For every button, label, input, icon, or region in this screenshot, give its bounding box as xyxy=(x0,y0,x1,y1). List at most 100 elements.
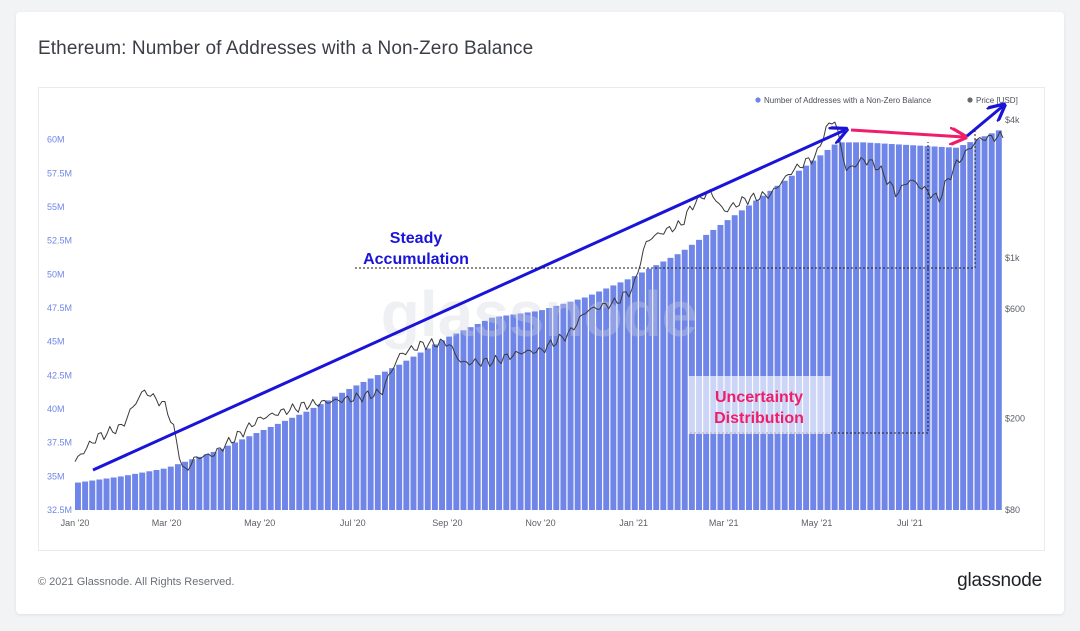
address-bar xyxy=(860,142,867,511)
address-bar xyxy=(339,392,346,510)
address-bar xyxy=(995,130,1002,511)
address-bar xyxy=(781,180,788,510)
glassnode-logo: glassnode xyxy=(957,570,1042,591)
x-tick-label: Jul '21 xyxy=(897,518,923,528)
address-bar xyxy=(260,429,267,510)
address-bar xyxy=(253,433,260,510)
address-bar xyxy=(667,257,674,510)
address-bar xyxy=(617,282,624,510)
address-bar xyxy=(310,407,317,510)
address-bar xyxy=(282,420,288,510)
left-tick-label: 55M xyxy=(47,202,65,212)
address-bar xyxy=(189,459,196,510)
address-bar xyxy=(403,360,410,510)
address-bar xyxy=(246,436,253,510)
address-bar xyxy=(289,417,296,510)
left-tick-label: 60M xyxy=(47,135,65,145)
address-bar xyxy=(881,143,888,510)
left-tick-label: 42.5M xyxy=(47,370,72,380)
address-bar xyxy=(381,371,388,510)
address-bar xyxy=(588,294,595,510)
address-bar xyxy=(89,480,96,510)
annotation-overlays xyxy=(92,106,1003,472)
address-bar xyxy=(924,146,931,510)
left-tick-label: 47.5M xyxy=(47,303,72,313)
address-bar xyxy=(239,439,246,510)
left-tick-label: 52.5M xyxy=(47,236,72,246)
address-bar xyxy=(103,478,110,510)
address-bar xyxy=(960,145,967,510)
address-bar xyxy=(703,234,710,510)
address-bar xyxy=(496,316,503,510)
address-bar xyxy=(596,291,603,510)
address-bar xyxy=(360,381,367,510)
uncertainty-label-line2: Distribution xyxy=(714,410,804,427)
x-tick-label: May '20 xyxy=(244,518,275,528)
address-bar xyxy=(75,482,81,510)
address-bar xyxy=(453,333,460,510)
address-bar xyxy=(167,466,174,510)
address-bar xyxy=(560,303,567,510)
address-bar xyxy=(110,477,117,510)
address-bar xyxy=(810,160,817,511)
address-bar xyxy=(574,299,581,510)
address-bar xyxy=(539,310,545,510)
address-bar xyxy=(746,205,752,510)
address-bar xyxy=(417,352,424,510)
address-bar xyxy=(174,464,181,510)
address-bar xyxy=(738,210,745,510)
x-tick-label: Mar '21 xyxy=(709,518,739,528)
address-bar xyxy=(603,288,610,510)
address-bar xyxy=(317,404,324,510)
right-axis: $80 $200 $600 $1k $4k xyxy=(1005,115,1025,515)
address-bar xyxy=(517,313,524,510)
left-tick-label: 40M xyxy=(47,404,65,414)
address-bar xyxy=(831,144,838,510)
address-bar xyxy=(546,307,553,510)
address-bar xyxy=(724,220,731,510)
address-bar xyxy=(953,147,959,510)
address-bar xyxy=(646,268,653,510)
right-tick-label: $4k xyxy=(1005,115,1020,125)
x-axis: Jan '20 Mar '20 May '20 Jul '20 Sep '20 Nov '… xyxy=(61,518,923,528)
address-bar xyxy=(710,229,717,510)
steady-label-line2: Accumulation xyxy=(363,251,469,268)
address-bar xyxy=(331,396,338,510)
address-bar xyxy=(696,239,702,510)
left-tick-label: 32.5M xyxy=(47,505,72,515)
address-bar xyxy=(567,301,574,510)
left-tick-label: 57.5M xyxy=(47,168,72,178)
left-tick-label: 37.5M xyxy=(47,438,72,448)
address-bar xyxy=(117,476,124,510)
accumulation-guide xyxy=(355,130,976,269)
address-bar xyxy=(774,185,781,511)
legend-label-price: Price [USD] xyxy=(976,96,1018,105)
address-bar xyxy=(182,461,189,510)
address-bar xyxy=(431,344,438,510)
address-bar xyxy=(931,146,938,511)
legend-swatch-addresses xyxy=(755,97,761,103)
breakout-arrow xyxy=(966,106,1003,138)
address-bar xyxy=(660,261,667,510)
address-bar xyxy=(410,356,417,510)
address-bar xyxy=(824,149,831,510)
address-bar xyxy=(374,375,381,510)
address-bar xyxy=(124,475,131,510)
address-bar xyxy=(895,144,902,510)
x-tick-label: Mar '20 xyxy=(152,518,182,528)
left-tick-label: 45M xyxy=(47,337,65,347)
address-bar xyxy=(817,155,824,511)
address-bar xyxy=(274,423,281,510)
address-bar xyxy=(838,142,845,511)
x-tick-label: Sep '20 xyxy=(432,518,462,528)
address-bar xyxy=(681,249,688,511)
price-line xyxy=(74,121,1004,471)
address-bar xyxy=(232,442,238,510)
address-bar xyxy=(674,254,681,510)
address-bar xyxy=(489,317,495,510)
uncertainty-label-box xyxy=(688,376,831,434)
address-bar xyxy=(610,285,617,510)
annotation-texts: Steady Accumulation Uncertainty Distributio… xyxy=(363,230,804,427)
chart-legend: Number of Addresses with a Non-Zero Bala… xyxy=(755,96,1018,105)
x-tick-label: Jan '21 xyxy=(619,518,648,528)
